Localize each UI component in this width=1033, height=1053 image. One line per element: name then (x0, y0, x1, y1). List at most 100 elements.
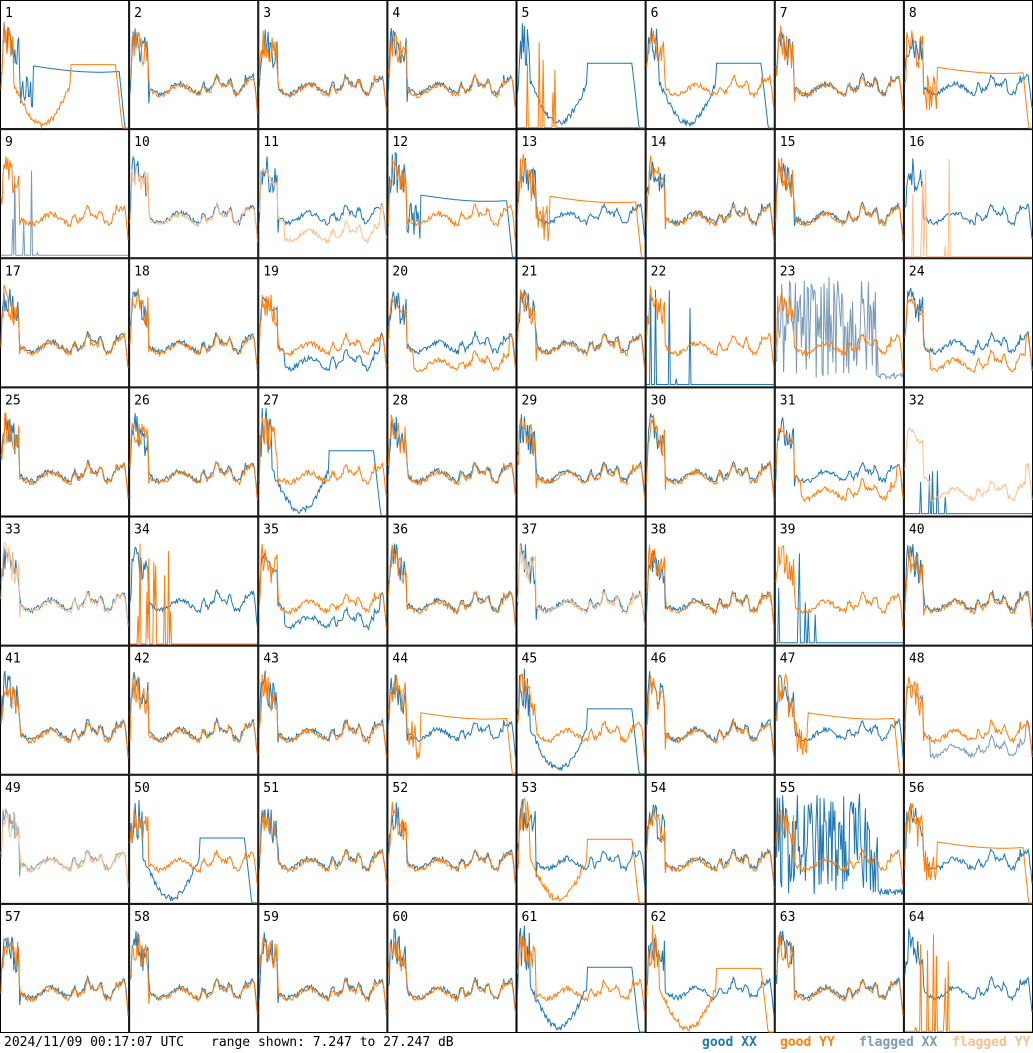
panel-label: 17 (5, 264, 21, 279)
series-xx-line (387, 674, 516, 758)
series-yy-line (0, 156, 129, 241)
series-xx-line (646, 671, 775, 758)
panel-frame (774, 903, 904, 1033)
panel-frame (645, 774, 775, 904)
series-xx-line (129, 799, 258, 904)
panel-frame (258, 774, 388, 904)
series-xx-line (0, 413, 129, 499)
panel-frame (0, 903, 130, 1033)
panel-frame (0, 258, 130, 388)
panel-label: 24 (909, 264, 925, 279)
series-yy-line (904, 158, 1032, 258)
panel-label: 2 (134, 6, 142, 21)
series-xx-line (517, 414, 646, 499)
series-yy-line (775, 157, 904, 239)
series-yy-line (775, 427, 904, 503)
panel-frame (387, 0, 517, 130)
panel-frame (774, 129, 904, 259)
series-yy-line (646, 286, 775, 368)
panel-frame (387, 129, 517, 259)
series-xx-line (0, 22, 129, 129)
panel-label: 30 (651, 393, 667, 408)
panel-label: 27 (263, 393, 279, 408)
panel-label: 6 (651, 6, 659, 21)
panel-label: 35 (263, 523, 279, 538)
series-xx-line (646, 289, 774, 385)
panel-frame (516, 645, 646, 775)
series-xx-line (129, 671, 258, 754)
panel-label: 37 (522, 523, 538, 538)
panel-frame (129, 387, 259, 517)
panel-label: 4 (392, 6, 400, 21)
series-yy-line (258, 937, 387, 1014)
panel-frame (0, 129, 130, 259)
series-yy-line (775, 673, 903, 775)
panel-frame (903, 903, 1033, 1033)
panel-frame (258, 645, 388, 775)
series-yy-line (129, 423, 258, 500)
series-xx-line (646, 27, 774, 129)
panel-label: 13 (522, 135, 538, 150)
panel-frame (0, 774, 130, 904)
panel-frame (129, 774, 259, 904)
panel-label: 29 (522, 393, 538, 408)
series-yy-line (258, 674, 387, 757)
panel-label: 41 (5, 652, 21, 667)
panel-label: 63 (780, 910, 796, 925)
series-yy-line (387, 801, 516, 888)
panel-frame (645, 129, 775, 259)
series-yy-line (0, 939, 129, 1015)
panel-frame (258, 129, 388, 259)
series-yy-line (646, 675, 775, 760)
series-yy-line (646, 30, 775, 110)
panel-frame (645, 645, 775, 775)
series-yy-line (129, 289, 258, 367)
series-yy-line (387, 940, 516, 1014)
panel-label: 47 (780, 652, 796, 667)
series-xx-line (258, 156, 387, 238)
panel-frame (774, 516, 904, 646)
panel-frame (387, 903, 517, 1033)
panel-frame (0, 516, 130, 646)
panel-frame (645, 258, 775, 388)
series-yy-line (775, 809, 904, 886)
series-yy-line (775, 293, 904, 372)
series-yy-line (517, 673, 646, 759)
series-xx-line (258, 29, 387, 111)
panel-frame (774, 0, 904, 130)
panel-frame (0, 387, 130, 517)
legend-flagged-xx: flagged XX (859, 1035, 938, 1050)
series-yy-line (904, 934, 1032, 1032)
panel-label: 28 (392, 393, 408, 408)
series-yy-line (258, 30, 387, 112)
panel-frame (0, 645, 130, 775)
panel-label: 8 (909, 6, 917, 21)
panel-label: 12 (392, 135, 408, 150)
series-yy-line (130, 543, 258, 645)
panel-label: 21 (522, 264, 538, 279)
legend-good-xx: good XX (702, 1035, 757, 1050)
series-yy-line (387, 674, 516, 775)
panel-frame (129, 903, 259, 1033)
panel-label: 53 (522, 781, 538, 796)
legend-flagged-yy: flagged YY (952, 1035, 1031, 1050)
panel-frame (774, 774, 904, 904)
panel-label: 50 (134, 781, 150, 796)
series-yy-line (129, 675, 258, 756)
series-yy-line (904, 30, 1032, 129)
legend-good-yy: good YY (780, 1035, 835, 1050)
series-xx-line (775, 161, 904, 242)
series-yy-line (646, 924, 774, 1033)
series-yy-line (775, 25, 904, 110)
panel-label: 11 (263, 135, 279, 150)
series-xx-line (387, 152, 516, 258)
panel-label: 16 (909, 135, 925, 150)
panel-label: 52 (392, 781, 408, 796)
panel-frame (516, 903, 646, 1033)
panel-label: 44 (392, 652, 408, 667)
panel-frame (516, 129, 646, 259)
panel-label: 15 (780, 135, 796, 150)
series-yy-line (904, 676, 1033, 758)
panel-frame (387, 516, 517, 646)
panel-label: 26 (134, 393, 150, 408)
